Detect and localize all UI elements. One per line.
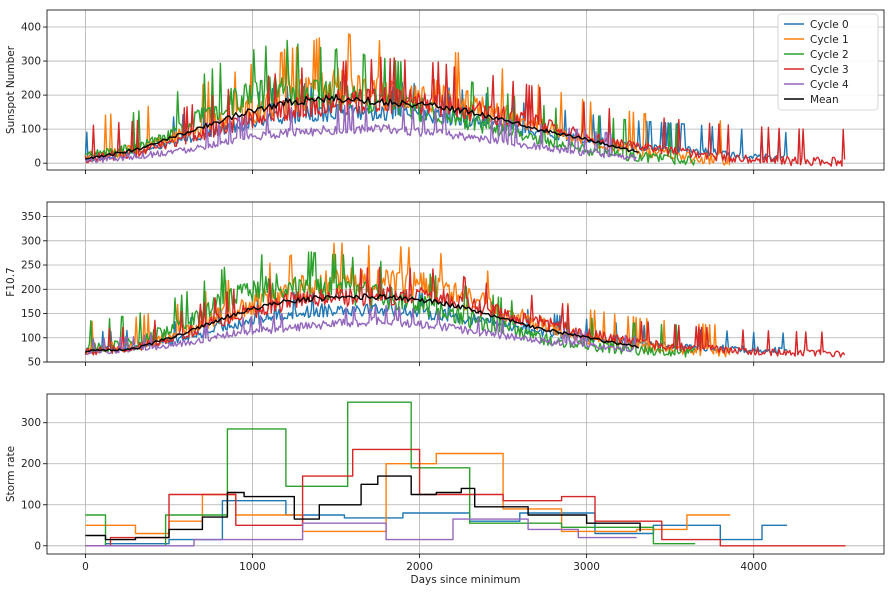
legend-label: Cycle 0 (810, 19, 849, 31)
legend-frame (777, 13, 879, 111)
x-tick-label: 1000 (239, 561, 266, 573)
y-tick-label: 300 (21, 56, 41, 68)
y-tick-label: 0 (34, 540, 41, 552)
series-group (84, 242, 846, 358)
series-cycle-3-line (84, 56, 846, 167)
series-group (84, 33, 846, 167)
y-tick-label: 150 (21, 308, 41, 320)
y-axis-label: F10.7 (5, 267, 17, 296)
legend-label: Cycle 1 (810, 34, 849, 46)
series-cycle-4-line (85, 304, 637, 356)
legend-label: Mean (810, 94, 839, 106)
y-tick-label: 200 (21, 458, 41, 470)
y-axis-label: Storm rate (5, 446, 17, 502)
y-tick-label: 350 (21, 211, 41, 223)
y-tick-label: 200 (21, 90, 41, 102)
legend-label: Cycle 2 (810, 49, 849, 61)
series-cycle-0-line (85, 500, 788, 547)
series-mean-line (85, 93, 639, 160)
series-cycle-4-line (84, 104, 637, 164)
y-tick-label: 300 (21, 235, 41, 247)
series-cycle-3-line (85, 448, 846, 547)
x-axis-label: Days since minimum (411, 574, 521, 586)
series-cycle-4-line (85, 518, 637, 547)
legend-label: Cycle 3 (810, 64, 849, 76)
x-tick-label: 4000 (740, 561, 767, 573)
legend-label: Cycle 4 (810, 79, 849, 91)
y-tick-label: 250 (21, 260, 41, 272)
y-axis-label: Sunspot Number (5, 45, 17, 134)
panel-2: 50 100 150 200 250 300 350 F10.7 (5, 201, 885, 369)
y-tick-label: 50 (28, 357, 41, 369)
x-tick-label: 0 (82, 561, 89, 573)
series-cycle-3-line (84, 266, 846, 358)
series-group (85, 401, 846, 547)
series-cycle-2-line (85, 401, 696, 547)
series-mean-line (85, 475, 641, 541)
y-tick-label: 0 (34, 158, 41, 170)
panel-frame (46, 9, 885, 171)
y-tick-label: 400 (21, 22, 41, 34)
y-tick-label: 200 (21, 284, 41, 296)
series-mean-line (85, 293, 640, 353)
y-tick-label: 300 (21, 417, 41, 429)
panel-frame (46, 393, 885, 555)
panel-3: 0 100 200 300 Storm rate 0 1000 2000 3000 4000 Day… (5, 393, 885, 586)
panel-frame (46, 201, 885, 363)
y-tick-label: 100 (21, 499, 41, 511)
y-tick-label: 100 (21, 332, 41, 344)
legend: Cycle 0 Cycle 1 Cycle 2 Cycle 3 Cycle 4 Mean (777, 13, 879, 111)
y-tick-label: 100 (21, 124, 41, 136)
x-tick-label: 3000 (573, 561, 600, 573)
x-tick-label: 2000 (406, 561, 433, 573)
